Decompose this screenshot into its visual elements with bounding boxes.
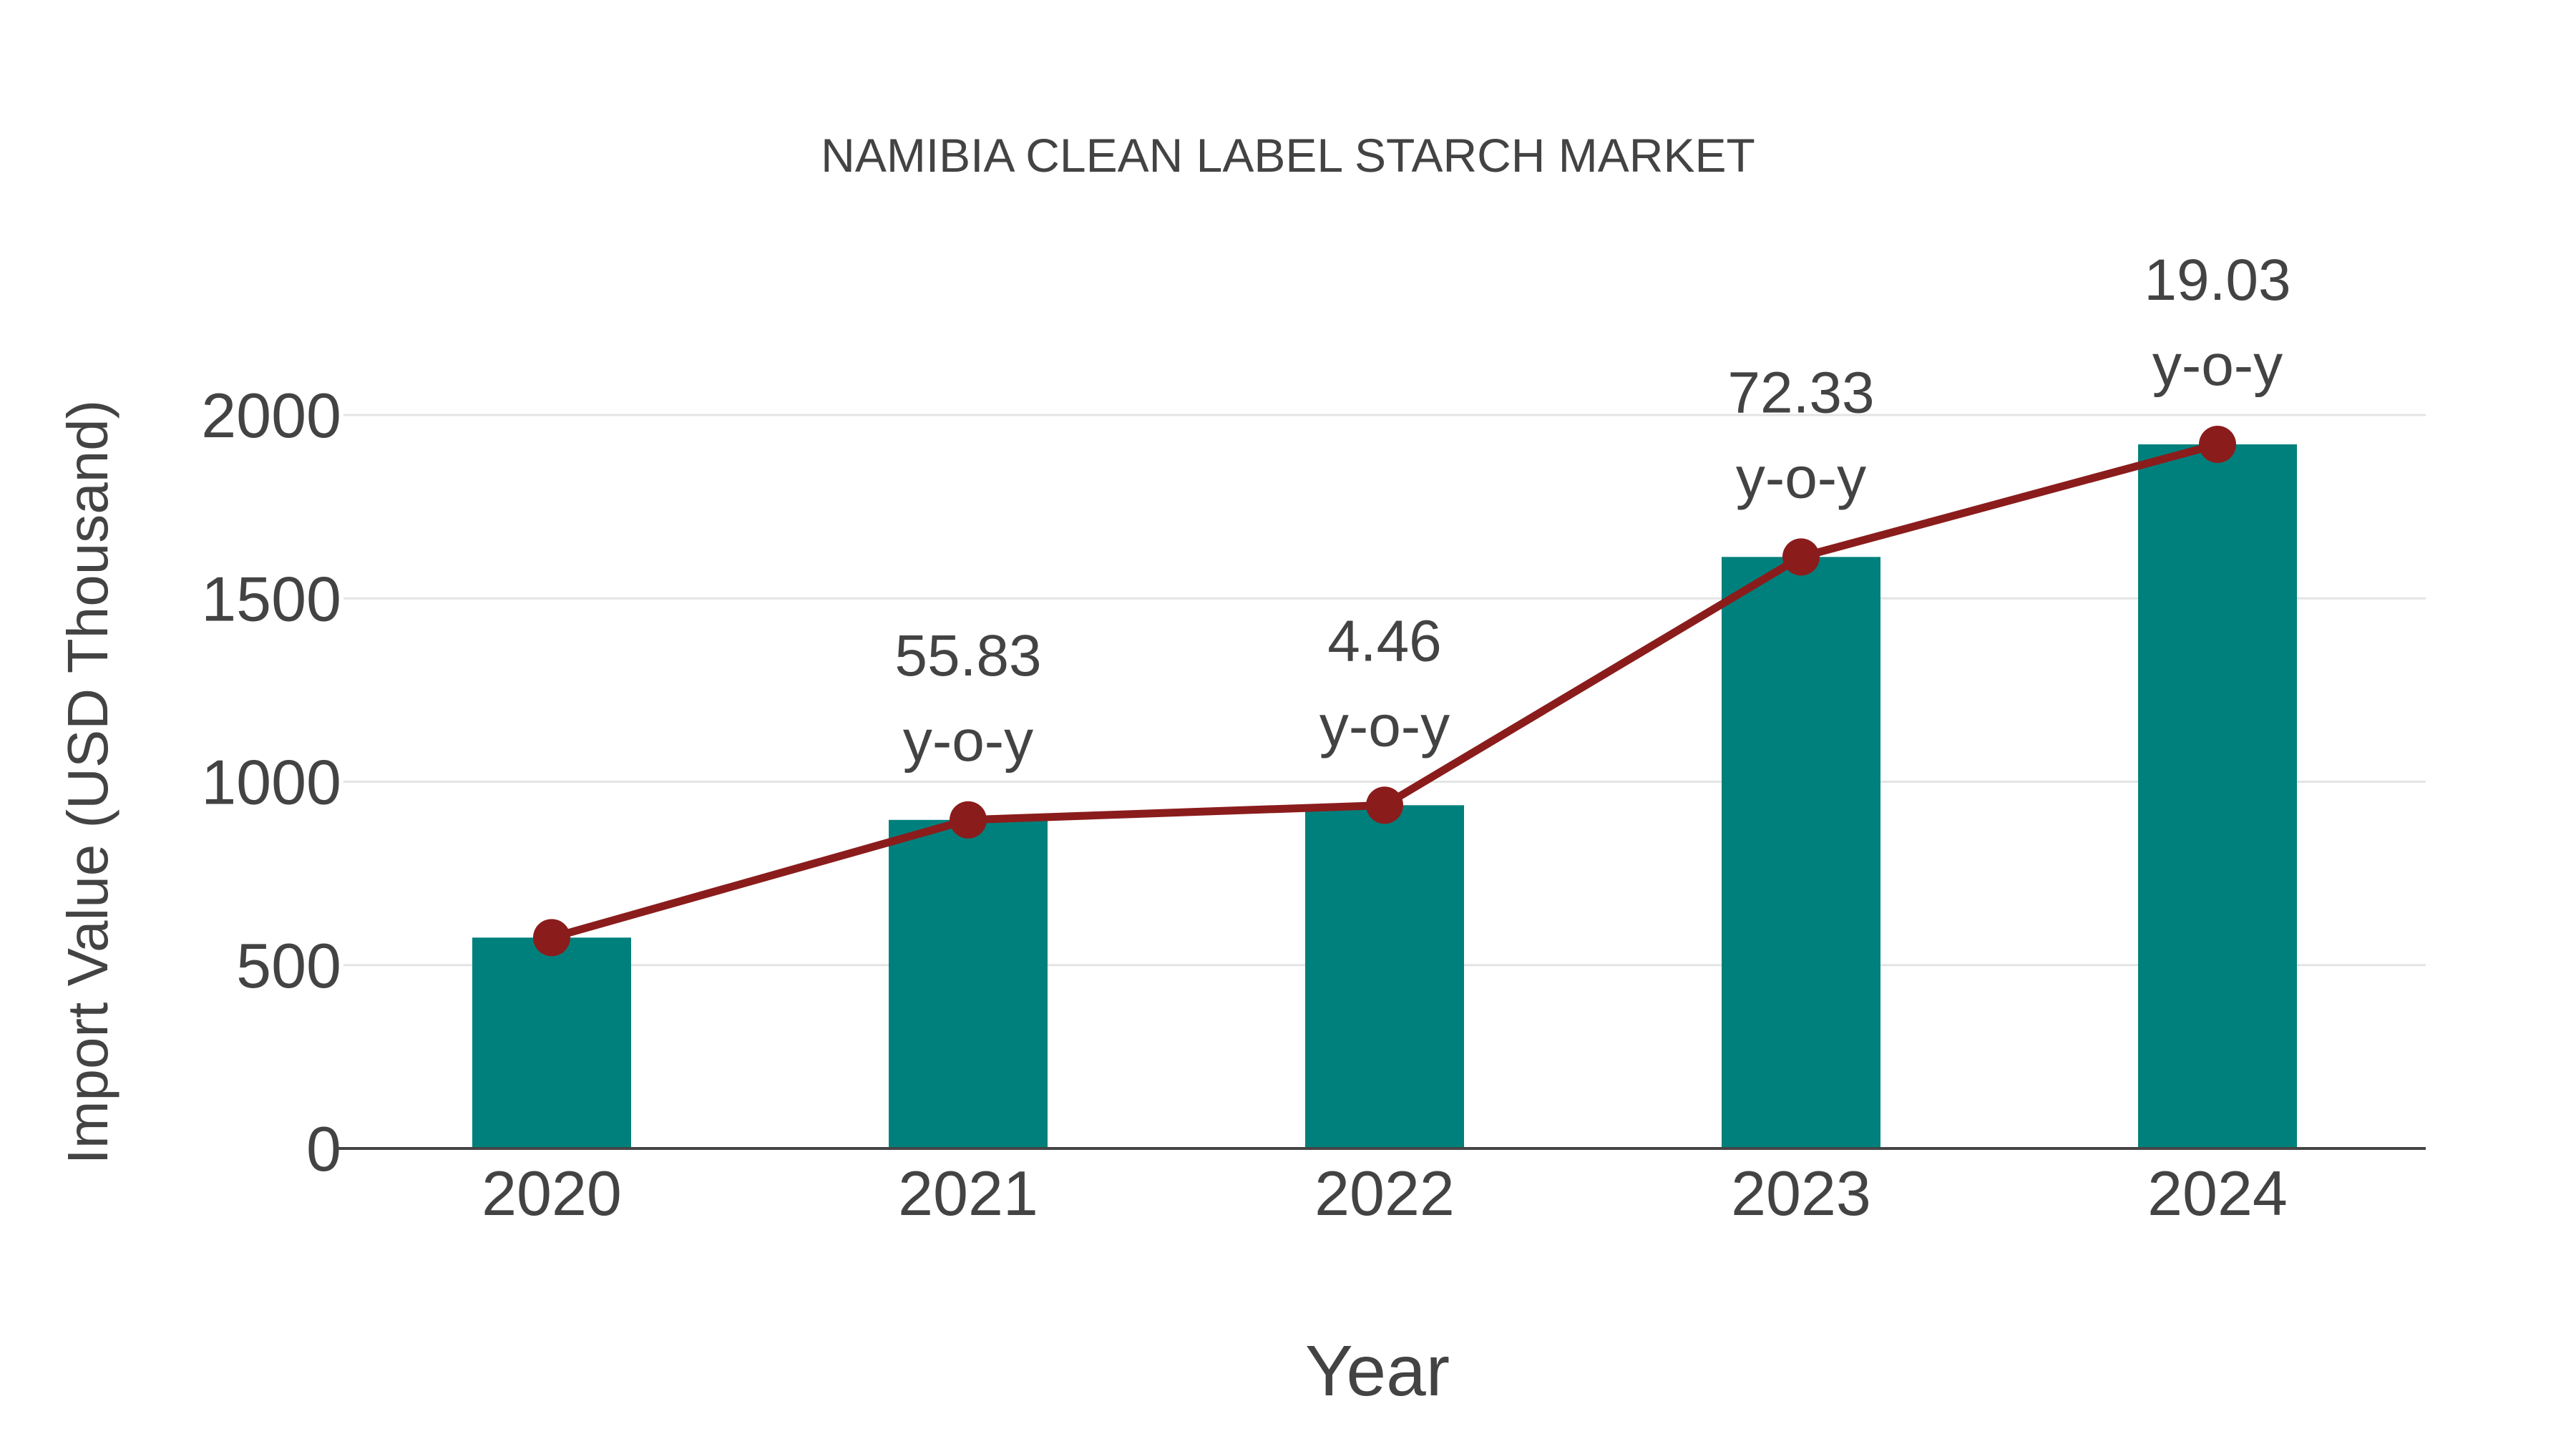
- annotation-2023-label: y-o-y: [1736, 445, 1866, 510]
- x-tick-2024: 2024: [2147, 1158, 2288, 1229]
- annotation-2022-value: 4.46: [1327, 608, 1442, 673]
- annotation-2021-label: y-o-y: [903, 708, 1033, 774]
- marker-2022: [1366, 786, 1403, 824]
- x-tick-2020: 2020: [482, 1158, 622, 1229]
- x-tick-2022: 2022: [1314, 1158, 1455, 1229]
- bars-layer: [472, 444, 2297, 1148]
- x-tick-2023: 2023: [1731, 1158, 1871, 1229]
- annotation-2021-value: 55.83: [894, 623, 1041, 688]
- y-tick-1500: 1500: [201, 563, 341, 634]
- bar-2023: [1722, 557, 1880, 1148]
- y-tick-0: 0: [306, 1113, 341, 1184]
- bar-2020: [472, 937, 631, 1148]
- y-tick-1000: 1000: [201, 747, 341, 818]
- chart-title: NAMIBIA CLEAN LABEL STARCH MARKET: [821, 129, 1755, 182]
- y-tick-2000: 2000: [201, 380, 341, 451]
- annotation-2024-label: y-o-y: [2152, 333, 2283, 398]
- marker-2021: [950, 801, 987, 839]
- y-axis-title: Import Value (USD Thousand): [56, 400, 119, 1165]
- x-axis-title: Year: [1305, 1331, 1450, 1411]
- x-tick-2021: 2021: [898, 1158, 1038, 1229]
- y-tick-500: 500: [236, 930, 341, 1001]
- trend-line-layer: [533, 426, 2236, 957]
- marker-2023: [1782, 538, 1820, 576]
- bar-2024: [2138, 444, 2297, 1148]
- bar-2021: [889, 819, 1048, 1148]
- annotation-2024-value: 19.03: [2144, 248, 2290, 313]
- annotation-2022-label: y-o-y: [1319, 693, 1450, 758]
- annotations-layer: 55.83 y-o-y 4.46 y-o-y 72.33 y-o-y 19.03 y-o-y: [894, 248, 2290, 774]
- tick-labels-layer: 0 500 1000 1500 2000 2020 2021 2022 2023 2024: [201, 380, 2288, 1229]
- marker-2024: [2199, 426, 2236, 463]
- annotation-2023-value: 72.33: [1727, 360, 1874, 425]
- bar-2022: [1305, 805, 1464, 1148]
- marker-2020: [533, 919, 570, 957]
